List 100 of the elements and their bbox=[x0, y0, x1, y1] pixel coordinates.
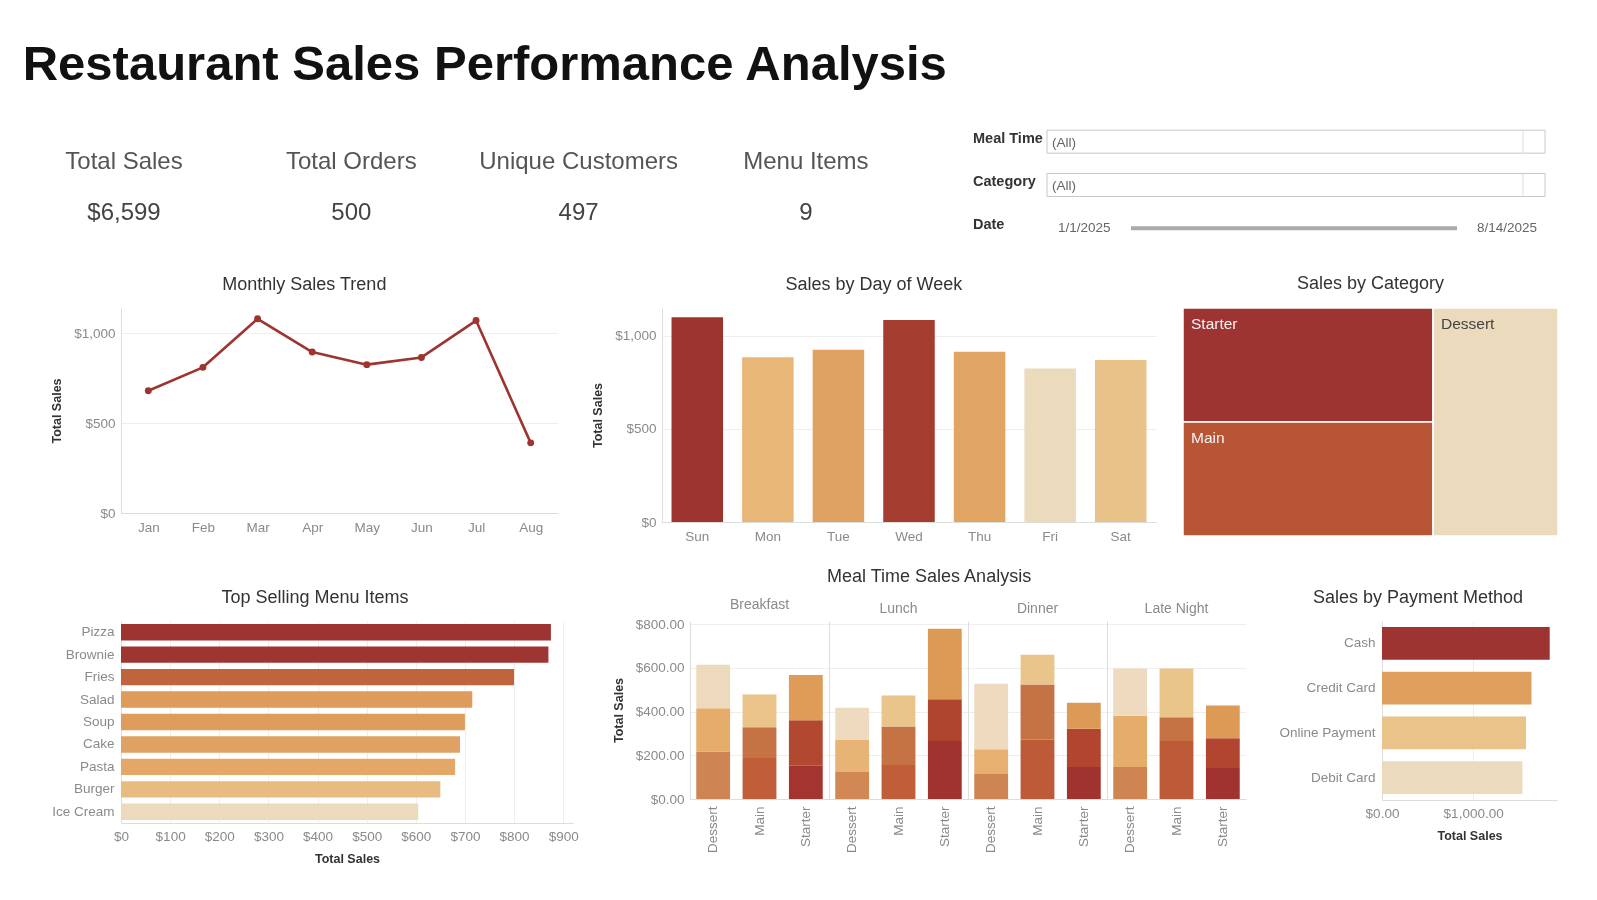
bar bbox=[881, 726, 916, 765]
y-tick-label: Fries bbox=[84, 669, 115, 685]
bar bbox=[671, 317, 724, 522]
x-tick-label: Dessert bbox=[983, 806, 999, 854]
bar bbox=[121, 624, 551, 641]
bar bbox=[696, 751, 731, 799]
bar bbox=[883, 320, 935, 522]
text: 1/1/2025 bbox=[1058, 220, 1111, 236]
bar bbox=[742, 727, 777, 758]
y-tick-label: $400.00 bbox=[635, 704, 685, 720]
bar bbox=[812, 349, 865, 522]
bar bbox=[953, 351, 1006, 522]
category-label: Meal Time bbox=[973, 129, 1043, 146]
x-tick-label: $300 bbox=[253, 828, 284, 844]
y-tick-label: Credit Card bbox=[1306, 680, 1376, 696]
bar bbox=[1024, 368, 1076, 522]
bar bbox=[835, 739, 870, 772]
category-label: Total Sales bbox=[65, 146, 183, 174]
y-tick-label: $500 bbox=[626, 421, 657, 437]
x-tick-label: $0 bbox=[113, 828, 130, 844]
bar bbox=[121, 758, 456, 776]
chart-title: Breakfast bbox=[729, 596, 790, 613]
y-tick-label: Cake bbox=[82, 736, 115, 752]
y-axis-title: Total Sales bbox=[50, 378, 65, 444]
category-label: Total Orders bbox=[285, 146, 417, 174]
bar bbox=[835, 707, 870, 740]
y-tick-label: Pizza bbox=[81, 624, 115, 640]
text: 497 bbox=[558, 197, 599, 225]
bar bbox=[1113, 767, 1148, 799]
text: Meal Time Sales Analysis bbox=[827, 566, 1032, 587]
point bbox=[254, 315, 262, 323]
bar bbox=[1113, 668, 1148, 716]
bar bbox=[788, 674, 823, 721]
bar bbox=[1205, 738, 1240, 768]
bar bbox=[927, 628, 962, 700]
y-tick-label: Burger bbox=[73, 781, 115, 797]
y-tick-label: Cash bbox=[1343, 635, 1376, 651]
x-tick-label: $400 bbox=[303, 828, 334, 844]
bar bbox=[881, 764, 916, 799]
y-tick-label: Ice Cream bbox=[52, 803, 115, 819]
y-tick-label: $0 bbox=[100, 505, 116, 521]
bar bbox=[742, 757, 777, 799]
x-tick-label: Sun bbox=[685, 528, 710, 544]
text: $6,599 bbox=[87, 197, 161, 225]
category-label: Main bbox=[1191, 429, 1225, 446]
bar bbox=[1020, 654, 1055, 685]
x-tick-label: Starter bbox=[936, 806, 952, 848]
bar bbox=[1382, 627, 1550, 660]
bar bbox=[788, 720, 823, 766]
x-tick-label: $1,000.00 bbox=[1443, 805, 1504, 821]
chart-title: Sales by Payment Method bbox=[1312, 587, 1524, 607]
bar bbox=[1159, 717, 1194, 742]
x-tick-label: Fri bbox=[1042, 528, 1059, 544]
bar bbox=[788, 765, 823, 799]
bar bbox=[1382, 671, 1532, 705]
point bbox=[144, 387, 152, 395]
x-tick-label: $800 bbox=[499, 828, 530, 844]
y-tick-label: $1,000 bbox=[74, 325, 116, 341]
x-tick-label: $500 bbox=[352, 828, 383, 844]
x-tick-label: Tue bbox=[827, 528, 850, 544]
y-axis-title: Total Sales bbox=[591, 382, 606, 449]
bar bbox=[974, 683, 1009, 750]
x-tick-label: Apr bbox=[302, 519, 324, 535]
point bbox=[308, 348, 316, 356]
y-tick-label: Online Payment bbox=[1279, 724, 1376, 740]
x-tick-label: $200 bbox=[204, 828, 235, 844]
bar bbox=[742, 357, 794, 522]
bar bbox=[1066, 728, 1101, 768]
text: (All) bbox=[1052, 134, 1076, 150]
y-tick-label: Soup bbox=[82, 714, 115, 729]
bar bbox=[121, 736, 460, 753]
point bbox=[527, 439, 535, 447]
x-tick-label: Main bbox=[890, 806, 906, 836]
y-tick-label: Salad bbox=[79, 691, 115, 707]
x-tick-label: Feb bbox=[191, 519, 216, 535]
bar bbox=[121, 803, 419, 820]
x-tick-label: Starter bbox=[1214, 806, 1230, 848]
y-axis-title: Total Sales bbox=[611, 677, 626, 744]
x-tick-label: Jan bbox=[137, 519, 160, 535]
x-tick-label: Starter bbox=[797, 806, 813, 848]
x-tick-label: Main bbox=[751, 806, 767, 836]
bar bbox=[835, 771, 870, 799]
x-tick-label: $0.00 bbox=[1365, 805, 1400, 821]
bar bbox=[974, 773, 1009, 799]
chart-title: Dinner bbox=[1016, 600, 1059, 616]
x-tick-label: Main bbox=[1168, 806, 1184, 836]
x-tick-label: Jul bbox=[467, 519, 486, 535]
point bbox=[417, 353, 425, 361]
point bbox=[472, 317, 480, 325]
text: 9 bbox=[799, 197, 813, 225]
x-tick-label: Dessert bbox=[844, 806, 860, 854]
category-label: Category bbox=[973, 173, 1036, 189]
bar bbox=[1113, 715, 1148, 768]
category-label: Menu Items bbox=[743, 146, 869, 174]
bar bbox=[1094, 360, 1147, 522]
y-tick-label: $0.00 bbox=[650, 791, 685, 807]
bar bbox=[696, 708, 731, 752]
point bbox=[199, 363, 207, 371]
bar bbox=[696, 664, 731, 709]
chart-title: Sales by Day of Week bbox=[785, 274, 964, 294]
